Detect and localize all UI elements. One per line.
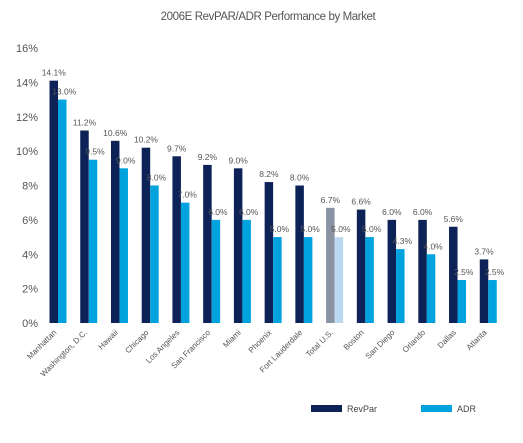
x-tick-label: Chicago bbox=[123, 328, 151, 356]
x-tick-label: Atlanta bbox=[465, 328, 489, 352]
data-label-adr: 6.0% bbox=[208, 207, 228, 217]
y-tick-label: 6% bbox=[22, 215, 38, 227]
data-labels: 14.1% 13.0% 11.2% 9.5% 10.6% 9.0% 10.2% 8.0% 9.7… bbox=[42, 68, 505, 277]
y-tick-label: 0% bbox=[22, 318, 38, 330]
data-label-revpar: 10.2% bbox=[134, 135, 159, 145]
bars bbox=[49, 80, 497, 323]
data-label-adr: 8.0% bbox=[147, 173, 167, 183]
x-tick-label: Boston bbox=[342, 328, 366, 352]
bar-revpar-6 bbox=[233, 168, 243, 323]
data-label-revpar: 6.0% bbox=[413, 207, 433, 217]
bar-revpar-9 bbox=[326, 207, 335, 323]
data-label-adr: 5.0% bbox=[362, 224, 382, 234]
data-label-revpar: 6.6% bbox=[351, 197, 371, 207]
bar-adr-2 bbox=[119, 168, 128, 323]
data-label-revpar: 11.2% bbox=[73, 118, 97, 128]
bar-revpar-4 bbox=[172, 156, 181, 323]
data-label-revpar: 10.6% bbox=[103, 128, 128, 138]
y-tick-label: 2% bbox=[22, 284, 38, 296]
bar-adr-5 bbox=[211, 219, 221, 323]
data-label-adr: 5.0% bbox=[300, 224, 320, 234]
bar-adr-8 bbox=[303, 237, 313, 323]
data-label-adr: 5.0% bbox=[331, 224, 351, 234]
bar-revpar-11 bbox=[387, 219, 397, 323]
bar-adr-1 bbox=[88, 159, 98, 323]
legend: RevPar ADR bbox=[311, 404, 477, 414]
bar-adr-12 bbox=[426, 254, 436, 323]
bar-adr-6 bbox=[242, 219, 251, 323]
data-label-revpar: 6.7% bbox=[321, 195, 341, 205]
data-label-revpar: 6.0% bbox=[382, 207, 402, 217]
y-tick-label: 8% bbox=[22, 181, 38, 193]
x-tick-label: Orlando bbox=[401, 328, 428, 355]
data-label-adr: 2.5% bbox=[454, 267, 474, 277]
y-tick-label: 10% bbox=[16, 146, 38, 158]
legend-swatch-adr bbox=[421, 405, 452, 412]
bar-adr-7 bbox=[273, 237, 282, 323]
x-tick-label: Phoenix bbox=[247, 328, 274, 355]
y-axis: 0% 2% 4% 6% 8% 10% 12% 14% 16% bbox=[16, 43, 38, 330]
data-label-revpar: 14.1% bbox=[42, 68, 67, 78]
data-label-revpar: 8.2% bbox=[259, 169, 279, 179]
bar-adr-13 bbox=[457, 280, 467, 323]
bar-adr-11 bbox=[396, 249, 405, 323]
data-label-adr: 9.5% bbox=[85, 147, 105, 157]
data-label-revpar: 9.7% bbox=[167, 143, 187, 153]
x-tick-label: Hawaii bbox=[97, 328, 120, 351]
bar-revpar-14 bbox=[479, 259, 489, 323]
data-label-adr: 13.0% bbox=[52, 87, 77, 97]
bar-revpar-7 bbox=[264, 182, 274, 323]
bar-revpar-0 bbox=[49, 80, 58, 323]
y-tick-label: 16% bbox=[16, 43, 38, 55]
data-label-adr: 9.0% bbox=[116, 155, 136, 165]
bar-revpar-13 bbox=[449, 226, 458, 323]
x-tick-label: Dallas bbox=[436, 328, 458, 350]
chart-title: 2006E RevPAR/ADR Performance by Market bbox=[161, 11, 377, 23]
data-label-adr: 4.0% bbox=[423, 241, 443, 251]
bar-revpar-3 bbox=[141, 147, 151, 323]
bar-revpar-12 bbox=[418, 219, 427, 323]
data-label-revpar: 8.0% bbox=[290, 173, 310, 183]
data-label-adr: 2.5% bbox=[485, 267, 505, 277]
bar-revpar-5 bbox=[203, 164, 212, 323]
data-label-adr: 6.0% bbox=[239, 207, 259, 217]
x-tick-label: Total U.S. bbox=[304, 328, 335, 359]
bar-adr-4 bbox=[180, 202, 190, 323]
x-tick-label: San Diego bbox=[364, 328, 397, 361]
legend-swatch-revpar bbox=[311, 405, 342, 412]
data-label-revpar: 9.0% bbox=[228, 155, 248, 165]
data-label-adr: 7.0% bbox=[177, 190, 197, 200]
bar-adr-14 bbox=[488, 280, 497, 323]
legend-label-revpar: RevPar bbox=[347, 404, 377, 414]
data-label-revpar: 9.2% bbox=[198, 152, 218, 162]
data-label-adr: 4.3% bbox=[393, 236, 413, 246]
bar-revpar-10 bbox=[356, 209, 366, 323]
bar-revpar-8 bbox=[295, 185, 304, 323]
data-label-revpar: 3.7% bbox=[474, 246, 494, 256]
bar-revpar-2 bbox=[110, 140, 120, 323]
bar-adr-0 bbox=[58, 99, 67, 323]
bar-adr-10 bbox=[365, 237, 374, 323]
x-tick-label: Miami bbox=[221, 328, 243, 350]
y-tick-label: 4% bbox=[22, 249, 38, 261]
y-tick-label: 14% bbox=[16, 77, 38, 89]
bar-adr-9 bbox=[334, 237, 344, 323]
data-label-revpar: 5.6% bbox=[444, 214, 464, 224]
data-label-adr: 5.0% bbox=[270, 224, 290, 234]
legend-label-adr: ADR bbox=[457, 404, 477, 414]
y-tick-label: 12% bbox=[16, 112, 38, 124]
bar-adr-3 bbox=[150, 185, 159, 323]
bar-revpar-1 bbox=[80, 130, 89, 323]
